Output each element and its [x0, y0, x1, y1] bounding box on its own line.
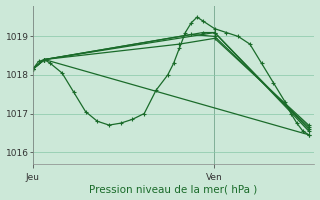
X-axis label: Pression niveau de la mer( hPa ): Pression niveau de la mer( hPa ) [90, 184, 258, 194]
